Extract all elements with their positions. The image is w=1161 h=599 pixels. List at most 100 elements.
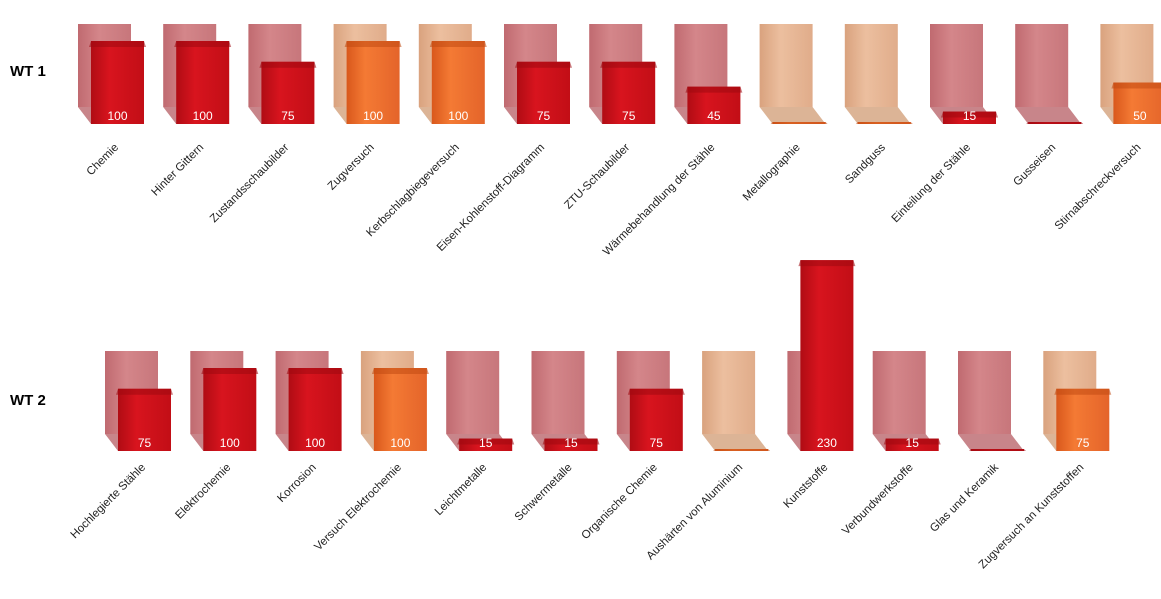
value-bar [1113,82,1161,124]
reference-floor [1015,107,1082,124]
bar-group: 15 Leichtmetalle [433,351,515,518]
value-bar-bevel [89,41,146,47]
value-bar-bevel [174,41,232,47]
value-label: 100 [390,436,410,450]
category-label: ZTU-Schaubilder [562,142,632,212]
bar-group: Glas und Keramik [928,351,1026,535]
value-label: 100 [193,109,213,123]
category-label: Metallographie [741,142,803,204]
value-bar-bevel [344,41,402,47]
category-label: Gusseisen [1011,142,1058,189]
bar-group: 100 Elektrochemie [173,351,259,522]
bar-group: 75 ZTU-Schaubilder [562,24,658,212]
reference-bar [446,351,500,434]
value-bar [800,260,854,451]
value-bar-bevel [542,438,600,445]
reference-floor [844,107,911,124]
category-label: Glas und Keramik [928,461,1001,534]
category-label: Versuch Elektrochemie [312,462,404,554]
value-bar-bevel [1026,122,1084,124]
category-label: Chemie [85,142,122,179]
value-bar-bevel [116,388,173,395]
value-label: 75 [138,436,152,450]
value-bar-bevel [855,122,913,124]
value-label: 100 [363,109,383,123]
value-bar-bevel [883,438,941,445]
value-label: 45 [707,109,721,123]
category-label: Kunststoffe [781,462,830,511]
category-label: Hochlegierte Stähle [69,462,148,541]
value-bar-bevel [457,438,515,445]
value-bar-bevel [770,122,828,124]
reference-bar [930,24,983,107]
value-bar-bevel [286,368,344,374]
value-bar [176,41,230,124]
value-bar-bevel [429,41,487,47]
value-bar-bevel [371,368,429,374]
value-bar-bevel [627,388,685,395]
reference-floor [759,107,826,124]
reference-bar [872,351,926,434]
value-label: 75 [650,436,664,450]
value-bar-bevel [798,260,856,267]
bar-group: 100 Zugversuch [326,24,402,193]
bar-group: 100 Hinter Gittern [149,24,232,198]
value-bar [373,368,427,451]
reference-bar [1015,24,1069,107]
value-bar [346,41,400,124]
bar-group: Sandguss [843,24,913,186]
row-label-wt2: WT 2 [10,392,46,409]
category-label: Organische Chemie [580,462,660,542]
bar-group: Gusseisen [1011,24,1084,189]
row-label-wt1: WT 1 [10,63,46,80]
value-bar-bevel [201,368,259,374]
value-label: 100 [448,109,468,123]
value-label: 75 [537,109,551,123]
value-bar [431,41,485,124]
value-bar [288,368,342,451]
bar-group: 15 Verbundwerkstoffe [840,351,941,537]
value-bar-bevel [259,61,317,68]
value-label: 230 [817,436,837,450]
category-label: Sandguss [843,141,888,186]
bar-group: 100 Chemie [78,24,146,178]
category-label: Aushärten von Aluminium [645,462,746,563]
value-bar [118,388,171,451]
bar-group: 100 Korrosion [275,351,344,505]
category-label: Zustandsschaubilder [208,142,292,226]
value-label: 15 [906,436,920,450]
value-label: 100 [220,436,240,450]
category-label: Zugversuch [326,142,377,193]
bar-group: 15 Schwermetalle [513,351,600,523]
category-label: Schwermetalle [513,462,575,524]
reference-floor [702,434,769,451]
value-bar [629,388,683,451]
value-bar [1056,388,1110,451]
reference-bar [702,351,756,434]
reference-floor [958,434,1024,451]
value-bar [517,61,570,124]
value-label: 15 [564,436,578,450]
value-label: 75 [622,109,636,123]
value-label: 100 [107,109,127,123]
value-bar-bevel [600,61,658,68]
value-bar [602,61,656,124]
value-label: 75 [1076,436,1090,450]
reference-bar [759,24,813,107]
value-bar-bevel [969,449,1026,451]
value-bar-bevel [685,86,743,93]
value-bar-bevel [941,111,998,118]
value-bar [687,86,741,124]
value-bar-bevel [1111,82,1161,89]
bar-group: 50 Stirnabschreckversuch [1053,24,1161,232]
value-label: 75 [281,109,295,123]
category-label: Leichtmetalle [433,462,489,518]
value-label: 15 [479,436,493,450]
bar-group: 15 Einteilung der Stähle [890,24,998,225]
bar-group: 75 Hochlegierte Stähle [69,351,173,541]
reference-bar [958,351,1011,434]
category-label: Einteilung der Stähle [890,142,974,226]
value-bar-bevel [713,449,771,451]
value-bar [261,61,315,124]
